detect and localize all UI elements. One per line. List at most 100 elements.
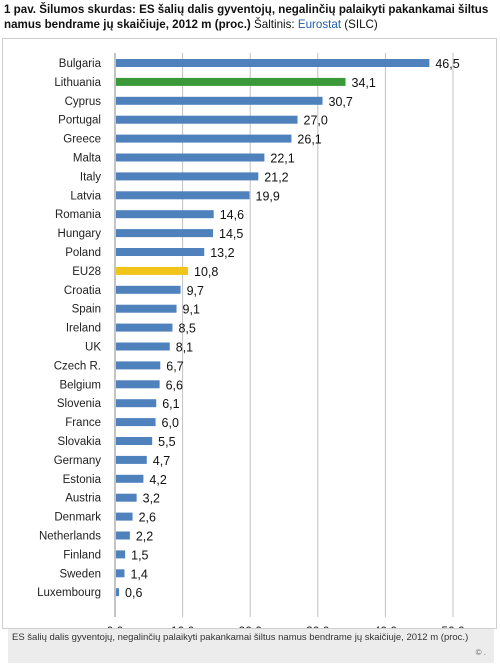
category-label: Hungary (58, 228, 102, 240)
category-label: Netherlands (39, 531, 101, 543)
value-label: 8,5 (178, 322, 195, 336)
chart-footer: ES šalių dalis gyventojų, negalinčių pal… (8, 629, 494, 663)
x-tick-label: 40,0 (374, 624, 398, 628)
bar (116, 266, 189, 275)
category-label: Romania (55, 209, 102, 221)
x-tick-label: 10,0 (171, 624, 195, 628)
value-label: 3,2 (143, 492, 160, 506)
value-label: 2,6 (139, 511, 156, 525)
value-label: 26,1 (297, 133, 321, 147)
value-label: 6,7 (166, 359, 183, 373)
value-label: 8,1 (176, 341, 193, 355)
bar (116, 323, 173, 332)
category-label: Germany (54, 455, 102, 467)
bar (116, 455, 147, 464)
value-label: 5,5 (158, 435, 175, 449)
category-label: Croatia (64, 285, 102, 297)
category-label: Slovakia (58, 436, 102, 448)
value-label: 14,6 (220, 208, 244, 222)
value-label: 27,0 (304, 114, 328, 128)
bar (116, 172, 259, 181)
value-label: 19,9 (256, 189, 280, 203)
bar (116, 285, 181, 294)
bar (116, 59, 430, 67)
caption-source-tail: (SILC) (344, 18, 378, 31)
bar (116, 380, 160, 389)
bar (116, 229, 214, 238)
bar (116, 153, 265, 162)
category-label: Bulgaria (59, 58, 102, 70)
bar (116, 493, 137, 502)
bar (116, 531, 130, 540)
bar (116, 437, 153, 445)
bar-chart: 0,0 10,0 20,0 30,0 40,0 50,0 Bulgaria 46,5 Lithu… (37, 53, 465, 628)
bar (116, 361, 161, 370)
category-label: Cyprus (65, 96, 102, 108)
category-label: Slovenia (57, 398, 102, 410)
value-label: 6,1 (162, 397, 179, 411)
category-label: Italy (80, 171, 101, 183)
bar (116, 77, 346, 86)
category-label: UK (85, 342, 101, 354)
category-label: Luxembourg (37, 587, 101, 599)
category-label: Portugal (58, 115, 101, 127)
bar (116, 191, 250, 200)
bar (116, 569, 125, 578)
value-label: 9,1 (183, 303, 200, 317)
bar (116, 304, 177, 313)
figure-caption: 1 pav. Šilumos skurdas: ES šalių dalis g… (4, 2, 496, 32)
caption-source-label: Šaltinis: (254, 18, 295, 31)
category-label: Lithuania (54, 77, 101, 89)
category-label: Finland (63, 549, 101, 561)
bar (116, 134, 292, 143)
bar (116, 96, 323, 105)
x-tick-label: 0,0 (107, 624, 124, 628)
value-label: 9,7 (187, 284, 204, 298)
bar (116, 399, 157, 408)
category-label: Belgium (59, 379, 101, 391)
value-label: 21,2 (264, 170, 288, 184)
category-label: France (65, 417, 101, 429)
x-tick-label: 50,0 (441, 624, 465, 628)
value-label: 2,2 (136, 530, 153, 544)
category-label: Denmark (54, 512, 101, 524)
caption-title: 1 pav. Šilumos skurdas: ES šalių dalis g… (4, 3, 489, 31)
value-label: 22,1 (270, 152, 294, 166)
value-label: 1,5 (131, 548, 148, 562)
value-label: 4,7 (153, 454, 170, 468)
category-label: EU28 (72, 266, 101, 278)
bar (116, 588, 120, 597)
value-label: 10,8 (194, 265, 218, 279)
bar (116, 474, 144, 483)
value-label: 1,4 (130, 567, 147, 581)
category-label: Spain (72, 304, 101, 316)
value-label: 30,7 (329, 95, 353, 109)
value-label: 13,2 (210, 246, 234, 260)
chart-frame: 0,0 10,0 20,0 30,0 40,0 50,0 Bulgaria 46,5 Lithu… (2, 38, 497, 629)
category-label: Malta (73, 153, 102, 165)
footer-text: ES šalių dalis gyventojų, negalinčių pal… (12, 632, 469, 643)
value-label: 14,5 (219, 227, 243, 241)
category-label: Latvia (70, 190, 101, 202)
category-label: Poland (65, 247, 101, 259)
value-label: 4,2 (149, 473, 166, 487)
copyright-text: © . (475, 648, 486, 657)
bar (116, 342, 170, 351)
value-label: 6,0 (162, 416, 179, 430)
category-label: Greece (63, 134, 101, 146)
category-label: Czech R. (54, 360, 101, 372)
value-label: 6,6 (166, 378, 183, 392)
bar (116, 115, 298, 124)
value-label: 0,6 (125, 586, 142, 600)
caption-source-link[interactable]: Eurostat (297, 18, 342, 31)
bar (116, 418, 156, 427)
bar (116, 248, 205, 256)
bar (116, 512, 133, 521)
value-label: 34,1 (352, 76, 376, 90)
bar (116, 210, 214, 219)
category-label: Ireland (66, 323, 101, 335)
x-tick-label: 20,0 (239, 624, 263, 628)
value-label: 46,5 (435, 57, 459, 71)
x-tick-label: 30,0 (306, 624, 330, 628)
category-label: Austria (65, 493, 101, 505)
